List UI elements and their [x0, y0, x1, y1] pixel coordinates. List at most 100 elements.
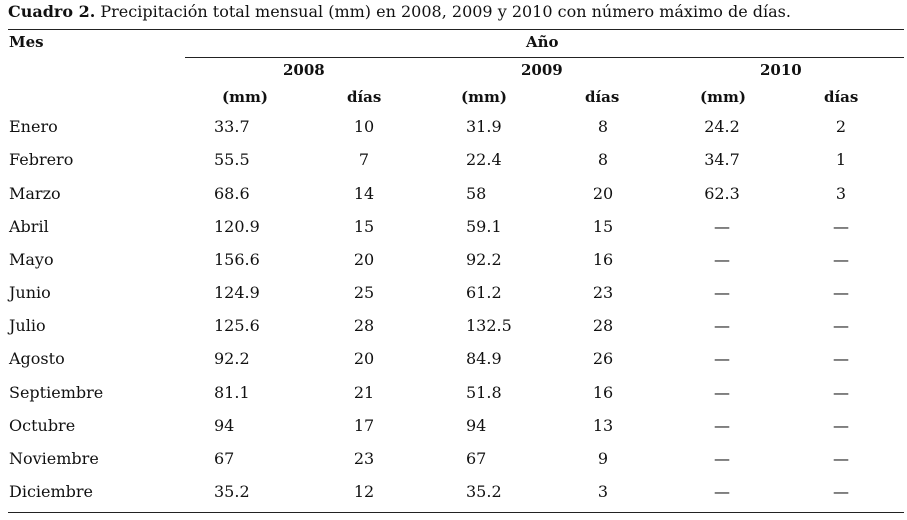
header-month: Mes: [9, 33, 44, 51]
cell-mm-2009: 35.2: [466, 482, 502, 501]
cell-mm-2008: 68.6: [214, 184, 250, 203]
cell-month: Noviembre: [9, 449, 99, 468]
cell-days-2009: 20: [592, 184, 614, 203]
year-rule: [185, 57, 904, 58]
table-caption: Cuadro 2. Precipitación total mensual (m…: [8, 2, 791, 21]
cell-days-2009: 3: [597, 482, 609, 501]
cell-days-2010: —: [833, 416, 849, 435]
cell-days-2009: 23: [592, 283, 614, 302]
cell-days-2010: —: [833, 250, 849, 269]
cell-days-2009: 8: [597, 117, 609, 136]
cell-mm-2010: —: [714, 482, 730, 501]
cell-month: Julio: [9, 316, 46, 335]
cell-days-2010: —: [833, 316, 849, 335]
cell-mm-2008: 125.6: [214, 316, 260, 335]
top-rule: [8, 29, 904, 30]
cell-mm-2009: 58: [466, 184, 487, 203]
header-year-2008: 2008: [283, 61, 325, 79]
cell-days-2010: 1: [835, 150, 847, 169]
cell-days-2009: 9: [597, 449, 609, 468]
cell-days-2010: —: [833, 482, 849, 501]
cell-days-2008: 20: [353, 349, 375, 368]
cell-days-2010: —: [833, 283, 849, 302]
cell-mm-2010: —: [714, 283, 730, 302]
cell-mm-2010: —: [714, 316, 730, 335]
cell-days-2010: 2: [835, 117, 847, 136]
caption-text: Precipitación total mensual (mm) en 2008…: [100, 2, 791, 21]
cell-mm-2010: —: [714, 416, 730, 435]
cell-days-2009: 13: [592, 416, 614, 435]
cell-days-2008: 21: [353, 383, 375, 402]
cell-mm-2008: 120.9: [214, 217, 260, 236]
cell-days-2010: —: [833, 449, 849, 468]
cell-mm-2009: 31.9: [466, 117, 502, 136]
cell-days-2010: 3: [835, 184, 847, 203]
cell-mm-2009: 67: [466, 449, 487, 468]
header-days-2009: días: [585, 88, 620, 106]
cell-month: Agosto: [9, 349, 65, 368]
cell-days-2008: 25: [353, 283, 375, 302]
cell-days-2008: 15: [353, 217, 375, 236]
cell-days-2009: 15: [592, 217, 614, 236]
cell-mm-2010: —: [714, 383, 730, 402]
cell-mm-2010: —: [714, 349, 730, 368]
cell-month: Junio: [9, 283, 51, 302]
cell-month: Septiembre: [9, 383, 104, 402]
cell-days-2010: —: [833, 349, 849, 368]
cell-mm-2009: 22.4: [466, 150, 502, 169]
cell-days-2009: 16: [592, 383, 614, 402]
cell-days-2010: —: [833, 383, 849, 402]
cell-mm-2008: 92.2: [214, 349, 250, 368]
cell-mm-2008: 81.1: [214, 383, 250, 402]
cell-mm-2008: 94: [214, 416, 235, 435]
header-days-2008: días: [347, 88, 382, 106]
cell-mm-2009: 51.8: [466, 383, 502, 402]
header-year-2010: 2010: [760, 61, 802, 79]
header-mm-2008: (mm): [222, 88, 268, 106]
cell-month: Octubre: [9, 416, 76, 435]
cell-days-2008: 23: [353, 449, 375, 468]
cell-mm-2008: 55.5: [214, 150, 250, 169]
cell-month: Febrero: [9, 150, 74, 169]
header-year: Año: [526, 33, 559, 51]
cell-days-2009: 28: [592, 316, 614, 335]
cell-mm-2009: 94: [466, 416, 487, 435]
cell-mm-2009: 84.9: [466, 349, 502, 368]
cell-mm-2010: 24.2: [704, 117, 740, 136]
cell-days-2008: 12: [353, 482, 375, 501]
cell-mm-2008: 124.9: [214, 283, 260, 302]
cell-days-2009: 8: [597, 150, 609, 169]
cell-days-2008: 14: [353, 184, 375, 203]
cell-mm-2008: 33.7: [214, 117, 250, 136]
cell-days-2008: 20: [353, 250, 375, 269]
cell-month: Enero: [9, 117, 58, 136]
cell-days-2008: 10: [353, 117, 375, 136]
header-year-2009: 2009: [521, 61, 563, 79]
cell-month: Mayo: [9, 250, 54, 269]
cell-mm-2008: 35.2: [214, 482, 250, 501]
caption-label: Cuadro 2.: [8, 2, 96, 21]
cell-mm-2009: 61.2: [466, 283, 502, 302]
cell-mm-2010: —: [714, 217, 730, 236]
cell-mm-2008: 156.6: [214, 250, 260, 269]
cell-days-2009: 16: [592, 250, 614, 269]
cell-mm-2010: —: [714, 449, 730, 468]
cell-mm-2010: —: [714, 250, 730, 269]
cell-mm-2009: 92.2: [466, 250, 502, 269]
cell-days-2010: —: [833, 217, 849, 236]
cell-mm-2010: 62.3: [704, 184, 740, 203]
cell-mm-2009: 59.1: [466, 217, 502, 236]
cell-month: Diciembre: [9, 482, 94, 501]
cell-month: Abril: [9, 217, 49, 236]
header-days-2010: días: [824, 88, 859, 106]
cell-month: Marzo: [9, 184, 61, 203]
cell-mm-2009: 132.5: [466, 316, 512, 335]
cell-days-2008: 17: [353, 416, 375, 435]
cell-mm-2010: 34.7: [704, 150, 740, 169]
header-mm-2010: (mm): [700, 88, 746, 106]
cell-days-2008: 28: [353, 316, 375, 335]
cell-days-2009: 26: [592, 349, 614, 368]
cell-mm-2008: 67: [214, 449, 235, 468]
header-mm-2009: (mm): [461, 88, 507, 106]
bottom-rule: [8, 512, 904, 513]
